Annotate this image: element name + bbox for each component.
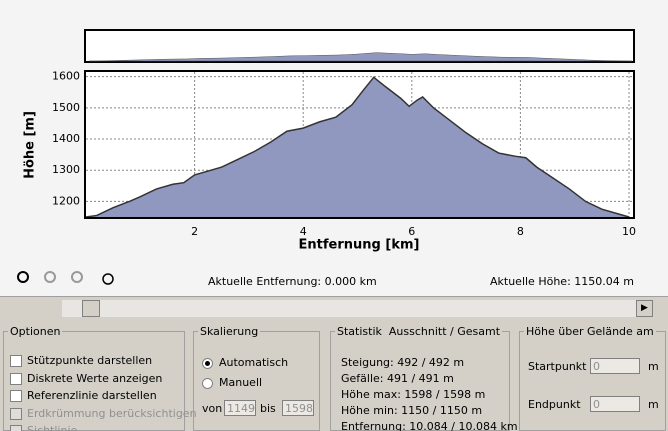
group-title: Höhe über Gelände am xyxy=(526,325,654,338)
checkbox-box xyxy=(10,425,22,431)
chart: Höhe [m] Entfernung [km] Aktuelle Entfer… xyxy=(17,29,636,288)
scrollbar[interactable]: ▶ xyxy=(62,300,653,317)
checkbox-label: Sichtlinie xyxy=(27,424,78,431)
unit-end: m xyxy=(648,398,659,411)
y-axis-label: Höhe [m] xyxy=(23,111,38,179)
unit-start: m xyxy=(648,360,659,373)
stat-line: Höhe min: 1150 / 1150 m xyxy=(341,404,483,417)
radio-manual[interactable]: Manuell xyxy=(202,376,262,389)
input-from[interactable]: 1149 xyxy=(224,400,256,416)
profile-panel: Höhe [m] Entfernung [km] Aktuelle Entfer… xyxy=(0,0,668,297)
radio-label: Automatisch xyxy=(219,356,289,369)
label-start: Startpunkt xyxy=(528,360,587,373)
stat-line: Entfernung: 10.084 / 10.084 km xyxy=(341,420,518,431)
ground-group: Höhe über Gelände am Startpunkt 0 m Endp… xyxy=(519,325,666,431)
checkbox[interactable]: Diskrete Werte anzeigen xyxy=(10,372,162,385)
status-height: Aktuelle Höhe: 1150.04 m xyxy=(490,275,634,288)
zoom-reset[interactable] xyxy=(44,271,56,283)
label-from: von xyxy=(202,402,223,415)
input-start[interactable]: 0 xyxy=(590,358,640,374)
zoom-area[interactable] xyxy=(102,273,114,285)
checkbox-box xyxy=(10,355,22,367)
x-tick-label: 10 xyxy=(622,225,636,238)
label-end: Endpunkt xyxy=(528,398,581,411)
checkbox[interactable]: Sichtlinie xyxy=(10,424,77,431)
input-end[interactable]: 0 xyxy=(590,396,640,412)
stat-line: Höhe max: 1598 / 1598 m xyxy=(341,388,486,401)
group-title: Statistik Ausschnitt / Gesamt xyxy=(335,325,502,338)
scaling-group: Skalierung Automatisch Manuell von 1149 … xyxy=(193,325,320,431)
group-title: Optionen xyxy=(10,325,61,338)
y-tick-label: 1200 xyxy=(52,194,80,207)
input-to[interactable]: 1598 xyxy=(282,400,314,416)
stat-line: Steigung: 492 / 492 m xyxy=(341,356,465,369)
radio-label: Manuell xyxy=(219,376,263,389)
checkbox-label: Erdkrümmung berücksichtigen xyxy=(27,406,197,420)
x-tick-label: 4 xyxy=(300,225,307,238)
group-title: Skalierung xyxy=(200,325,259,338)
area xyxy=(86,77,629,217)
checkbox-box xyxy=(10,390,22,402)
options-group: Optionen Stützpunkte darstellen Diskrete … xyxy=(3,325,197,431)
radio-automatic[interactable]: Automatisch xyxy=(202,356,288,369)
y-tick-label: 1500 xyxy=(52,101,80,114)
profile-line xyxy=(85,76,630,218)
stat-line: Gefälle: 491 / 491 m xyxy=(341,372,454,385)
checkbox-label: Diskrete Werte anzeigen xyxy=(27,371,163,385)
x-tick-label: 2 xyxy=(191,225,198,238)
zoom-out[interactable] xyxy=(71,271,83,283)
scroll-thumb[interactable] xyxy=(82,300,100,317)
checkbox[interactable]: Stützpunkte darstellen xyxy=(10,354,152,367)
checkbox[interactable]: Referenzlinie darstellen xyxy=(10,389,157,402)
y-tick-label: 1400 xyxy=(52,132,80,145)
checkbox-box xyxy=(10,407,22,420)
checkbox[interactable]: Erdkrümmung berücksichtigen xyxy=(10,407,197,420)
scroll-right[interactable]: ▶ xyxy=(636,300,653,317)
overview-area xyxy=(88,52,633,62)
x-axis-label: Entfernung [km] xyxy=(299,238,420,253)
y-tick-label: 1300 xyxy=(52,163,80,176)
checkbox-label: Stützpunkte darstellen xyxy=(27,354,153,367)
status-distance: Aktuelle Entfernung: 0.000 km xyxy=(208,275,377,288)
checkbox-box xyxy=(10,372,22,385)
x-tick-label: 6 xyxy=(408,225,415,238)
checkbox-label: Referenzlinie darstellen xyxy=(27,389,157,402)
x-tick-label: 8 xyxy=(517,225,524,238)
zoom-icons xyxy=(17,271,114,285)
y-tick-label: 1600 xyxy=(52,70,80,83)
plot-area xyxy=(84,70,635,219)
label-to: bis xyxy=(260,402,276,415)
stats-subtitle: Ausschnitt / Gesamt xyxy=(388,325,501,338)
zoom-in[interactable] xyxy=(17,271,29,283)
stats-title: Statistik xyxy=(337,325,382,338)
statistics-group: Statistik Ausschnitt / Gesamt Steigung: … xyxy=(330,325,518,431)
